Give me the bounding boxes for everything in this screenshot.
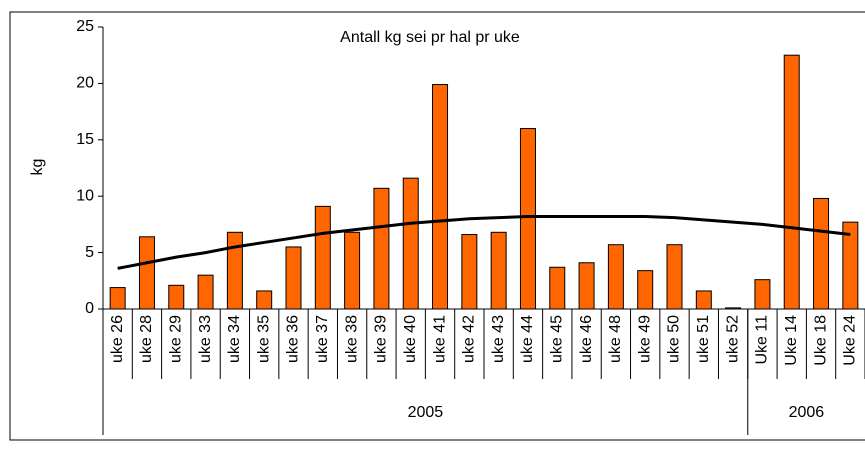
bar [578,262,595,310]
x-tick-label: Uke 18 [812,315,829,366]
x-tick-label: uke 49 [636,315,653,363]
bar [637,270,654,310]
bar [549,266,566,310]
bar [842,221,859,310]
bar [256,290,273,310]
y-tick-label: 5 [85,244,94,261]
x-tick-label: uke 37 [314,315,331,363]
x-tick-label: uke 46 [578,315,595,363]
x-tick-label: uke 38 [343,315,360,363]
x-tick-label: uke 34 [226,315,243,363]
x-tick-label: uke 29 [167,315,184,363]
y-tick-label: 0 [85,300,94,317]
x-tick-label: uke 52 [724,315,741,363]
bar [285,246,302,310]
bar [373,187,390,310]
bar [344,231,361,310]
bar [461,234,478,310]
bar [226,231,243,310]
bar [109,287,126,310]
x-tick-label: Uke 24 [842,315,859,366]
x-tick-label: uke 43 [490,315,507,363]
bar [754,279,771,310]
y-tick-label: 15 [76,131,94,148]
x-tick-label: uke 51 [695,315,712,363]
x-tick-label: uke 41 [431,315,448,363]
bar [402,177,419,310]
trend-line [117,215,851,270]
x-tick-label: uke 42 [461,315,478,363]
bar [666,244,683,310]
bar [314,205,331,310]
bar [783,54,800,310]
x-tick-label: uke 44 [519,315,536,363]
bar [519,128,536,310]
y-tick-label: 25 [76,18,94,35]
x-tick-label: uke 45 [548,315,565,363]
bar [695,290,712,310]
bar [607,244,624,310]
x-tick-label: uke 33 [197,315,214,363]
bar [432,84,449,310]
bar [813,197,830,310]
x-tick-label: uke 36 [285,315,302,363]
bar [168,284,185,310]
x-tick-label: uke 50 [666,315,683,363]
x-tick-label: uke 48 [607,315,624,363]
x-tick-label: uke 35 [255,315,272,363]
group-label: 2006 [789,404,825,421]
bar [725,307,742,310]
y-axis-label: kg [29,159,46,176]
chart-title: Antall kg sei pr hal pr uke [340,29,520,46]
bar [197,274,214,310]
bar [490,231,507,310]
y-tick-label: 10 [76,187,94,204]
x-tick-label: uke 40 [402,315,419,363]
x-tick-label: uke 26 [109,315,126,363]
bar [138,236,155,310]
x-tick-label: uke 39 [373,315,390,363]
group-label: 2005 [408,404,444,421]
y-tick-label: 20 [76,75,94,92]
x-tick-label: Uke 11 [754,315,771,365]
x-tick-label: Uke 14 [783,315,800,366]
chart-border [9,11,865,441]
x-tick-label: uke 28 [138,315,155,363]
